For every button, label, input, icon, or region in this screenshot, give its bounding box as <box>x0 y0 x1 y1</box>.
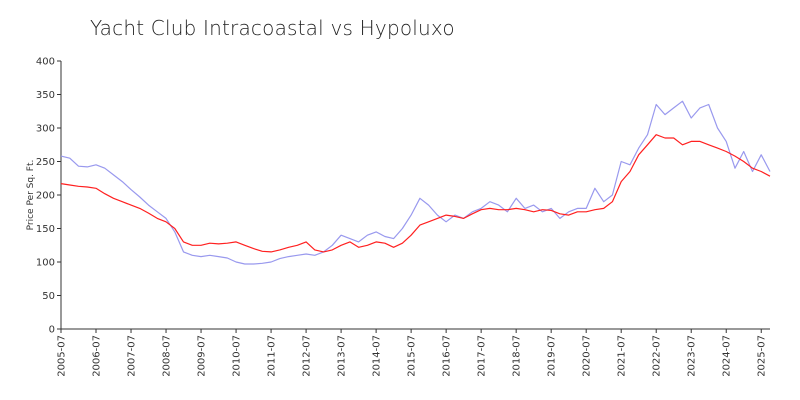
x-tick-label: 2021-07 <box>617 335 628 377</box>
y-tick-label: 150 <box>36 224 55 235</box>
y-axis-label: Price Per Sq. Ft. <box>26 160 36 231</box>
x-tick-label: 2012-07 <box>302 335 313 377</box>
x-tick-label: 2006-07 <box>92 335 103 377</box>
y-tick-label: 100 <box>36 258 55 269</box>
series-layer <box>60 100 771 265</box>
x-tick-label: 2007-07 <box>127 335 138 377</box>
x-tick-label: 2017-07 <box>477 335 488 377</box>
x-tick-label: 2019-07 <box>547 335 558 377</box>
x-tick-label: 2024-07 <box>722 335 733 377</box>
x-tick-label: 2008-07 <box>162 335 173 377</box>
x-tick-label: 2023-07 <box>687 335 698 377</box>
series-line-2 <box>60 134 771 253</box>
x-tick-label: 2014-07 <box>372 335 383 377</box>
x-tick-label: 2022-07 <box>652 335 663 377</box>
x-tick-label: 2005-07 <box>57 335 68 377</box>
x-tick-label: 2009-07 <box>197 335 208 377</box>
x-tick-label: 2013-07 <box>337 335 348 377</box>
chart-title: Yacht Club Intracoastal vs Hypoluxo <box>90 16 455 40</box>
y-tick-label: 400 <box>36 57 55 68</box>
x-tick-label: 2010-07 <box>232 335 243 377</box>
x-tick-label: 2018-07 <box>512 335 523 377</box>
series-line-1 <box>60 100 771 265</box>
y-tick-label: 350 <box>36 90 55 101</box>
x-tick-label: 2020-07 <box>582 335 593 377</box>
y-tick-label: 0 <box>49 325 55 336</box>
x-tick-label: 2016-07 <box>442 335 453 377</box>
y-tick-label: 200 <box>36 191 55 202</box>
x-tick-label: 2015-07 <box>407 335 418 377</box>
y-tick-label: 250 <box>36 157 55 168</box>
x-tick-label: 2025-07 <box>757 335 768 377</box>
axes: 0 50 100 150 200 250 300 350 400 2005-07 2006-07 20… <box>36 57 770 377</box>
x-tick-label: 2011-07 <box>267 335 278 377</box>
y-tick-label: 50 <box>42 291 55 302</box>
y-tick-label: 300 <box>36 124 55 135</box>
